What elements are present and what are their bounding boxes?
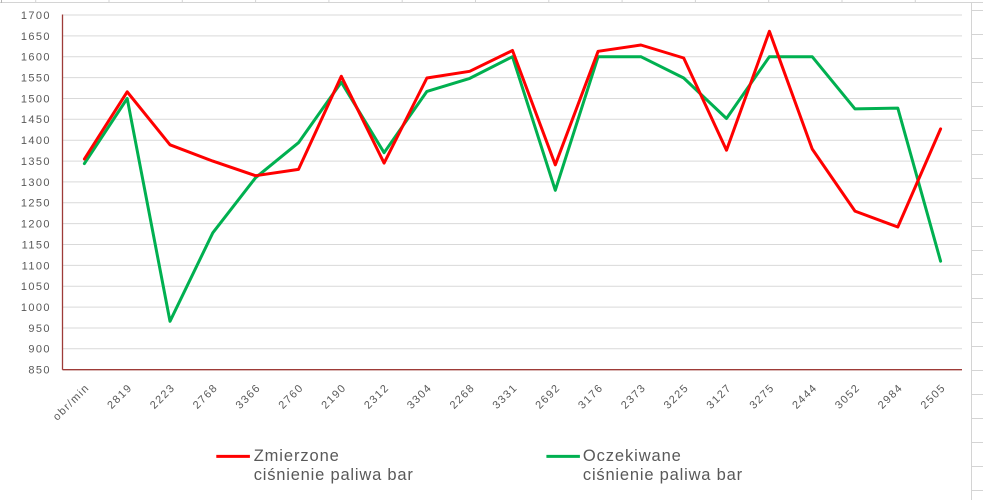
svg-text:ciśnienie paliwa bar: ciśnienie paliwa bar bbox=[254, 466, 414, 484]
svg-text:1450: 1450 bbox=[21, 114, 51, 126]
svg-text:1700: 1700 bbox=[21, 10, 51, 22]
svg-text:1150: 1150 bbox=[22, 239, 51, 251]
svg-text:1350: 1350 bbox=[21, 156, 51, 168]
svg-text:1000: 1000 bbox=[21, 302, 51, 314]
svg-text:1200: 1200 bbox=[21, 219, 51, 231]
svg-text:Oczekiwane: Oczekiwane bbox=[583, 447, 682, 465]
svg-text:850: 850 bbox=[28, 365, 51, 377]
svg-text:950: 950 bbox=[28, 323, 51, 335]
svg-text:1600: 1600 bbox=[21, 52, 51, 64]
svg-text:Zmierzone: Zmierzone bbox=[254, 447, 340, 465]
svg-text:1550: 1550 bbox=[21, 73, 51, 85]
svg-text:1650: 1650 bbox=[21, 31, 51, 43]
svg-text:1500: 1500 bbox=[21, 93, 51, 105]
svg-text:900: 900 bbox=[28, 344, 51, 356]
svg-text:1300: 1300 bbox=[21, 177, 51, 189]
svg-text:ciśnienie paliwa bar: ciśnienie paliwa bar bbox=[583, 466, 743, 484]
svg-text:1400: 1400 bbox=[21, 135, 51, 147]
svg-text:1050: 1050 bbox=[21, 281, 51, 293]
svg-text:1100: 1100 bbox=[22, 260, 51, 272]
svg-text:1250: 1250 bbox=[21, 198, 51, 210]
